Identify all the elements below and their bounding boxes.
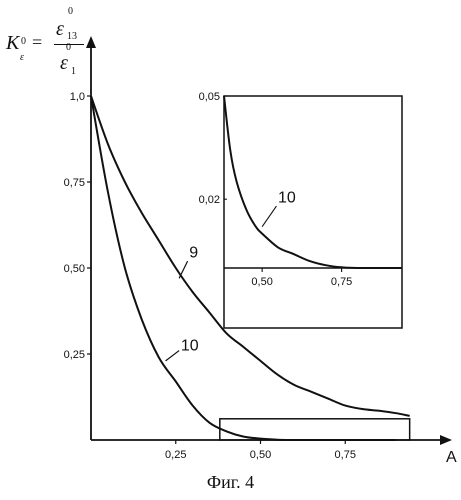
x-axis-label: A [446,449,457,466]
y-tick-label: 0,50 [64,263,85,275]
x-tick-label: 0,50 [250,449,271,461]
y-tick-label: 0,75 [64,177,85,189]
annotation-9-leader [179,261,187,278]
inset-x-tick-label: 0,75 [331,276,352,288]
annotation-10-leader [166,351,180,361]
x-tick-label: 0,25 [165,449,186,461]
x-tick-label: 0,75 [335,449,356,461]
x-axis-arrow [440,435,452,445]
inset-y-tick-label: 0,02 [199,194,220,206]
y-tick-label: 0,25 [64,349,85,361]
y-tick-label: 1,0 [70,91,85,103]
inset-x-tick-label: 0,50 [251,276,272,288]
annotation-9-label: 9 [189,245,198,262]
inset-frame [224,96,402,328]
inset-annotation-10-label: 10 [278,190,296,207]
inset-y-tick-label: 0,05 [199,91,220,103]
annotation-10-label: 10 [181,338,199,355]
figure-caption: Фиг. 4 [0,472,461,493]
y-axis-arrow [86,36,96,48]
